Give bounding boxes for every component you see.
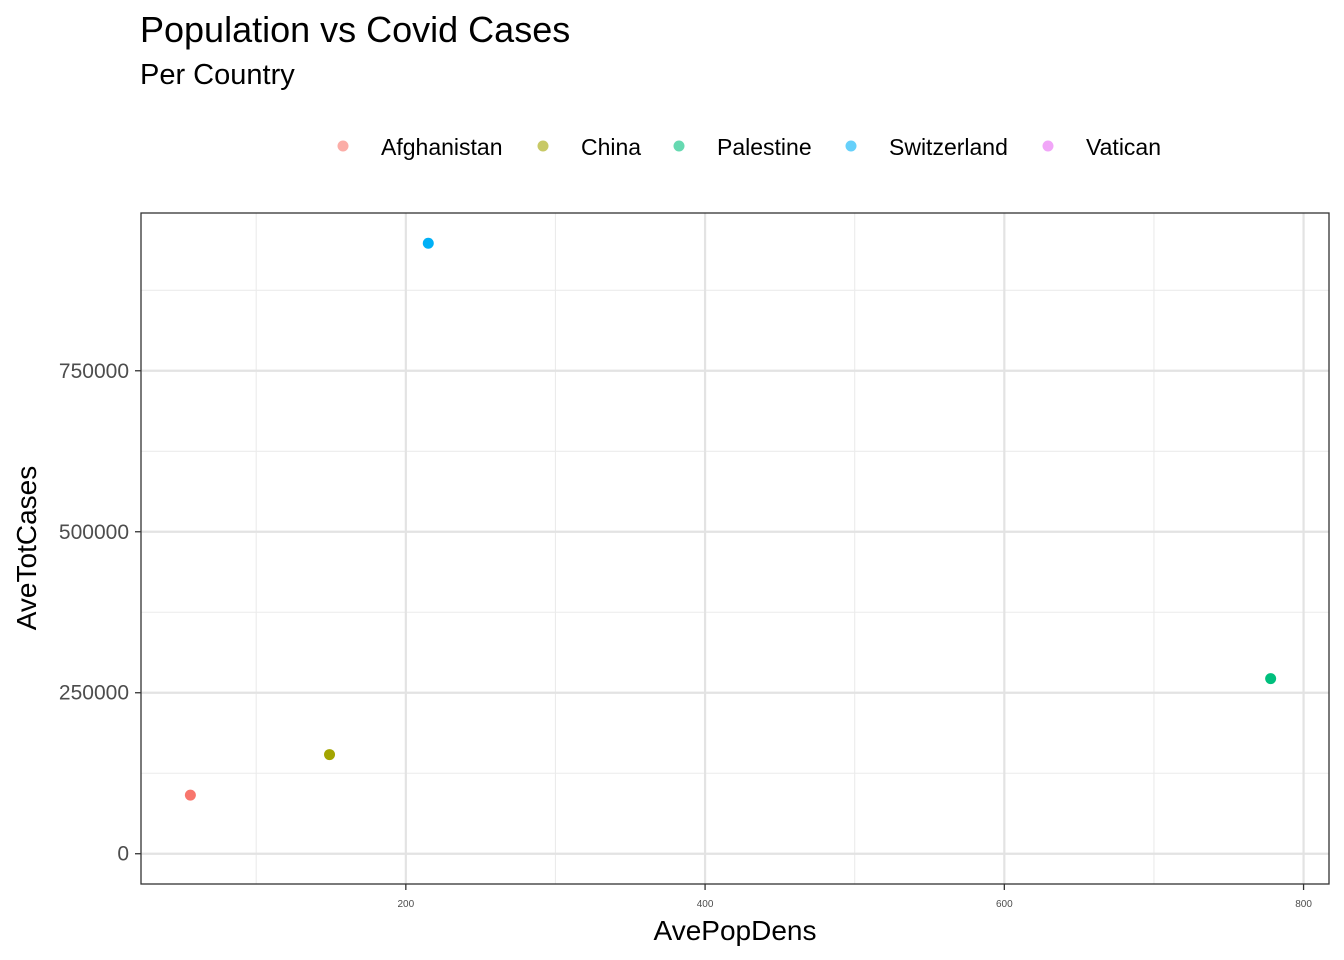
legend-label-switzerland: Switzerland <box>889 134 1008 160</box>
grid-major <box>141 213 1329 884</box>
y-axis-label: AveTotCases <box>11 466 42 630</box>
legend-label-palestine: Palestine <box>717 134 812 160</box>
data-points <box>184 237 1277 801</box>
x-axis: 200 400 600 800 <box>397 884 1312 910</box>
y-tick-label: 0 <box>117 843 129 866</box>
legend: Afghanistan China Palestine Switzerland Vati… <box>337 134 1161 160</box>
legend-key-switzerland <box>845 140 857 152</box>
grid-minor <box>141 213 1329 884</box>
data-point-switzerland <box>422 237 434 249</box>
x-tick-label: 600 <box>996 899 1013 910</box>
legend-key-palestine <box>673 140 685 152</box>
legend-key-china <box>537 140 549 152</box>
plot-border <box>140 212 1330 885</box>
data-point-china <box>324 749 336 761</box>
chart-subtitle: Per Country <box>140 59 295 91</box>
data-point-afghanistan <box>184 789 196 801</box>
y-axis: 0 250000 500000 750000 <box>59 360 141 866</box>
y-tick-label: 250000 <box>59 682 129 705</box>
chart-title: Population vs Covid Cases <box>140 9 571 50</box>
legend-label-china: China <box>581 134 641 160</box>
x-tick-label: 800 <box>1295 899 1312 910</box>
legend-key-afghanistan <box>337 140 349 152</box>
x-tick-label: 400 <box>697 899 714 910</box>
y-tick-label: 750000 <box>59 360 129 383</box>
legend-label-afghanistan: Afghanistan <box>381 134 502 160</box>
legend-label-vatican: Vatican <box>1086 134 1161 160</box>
x-tick-label: 200 <box>397 899 414 910</box>
plot-panel <box>141 213 1329 884</box>
y-tick-label: 500000 <box>59 521 129 544</box>
legend-key-vatican <box>1042 140 1054 152</box>
x-axis-label: AvePopDens <box>654 915 817 946</box>
data-point-palestine <box>1265 673 1277 685</box>
